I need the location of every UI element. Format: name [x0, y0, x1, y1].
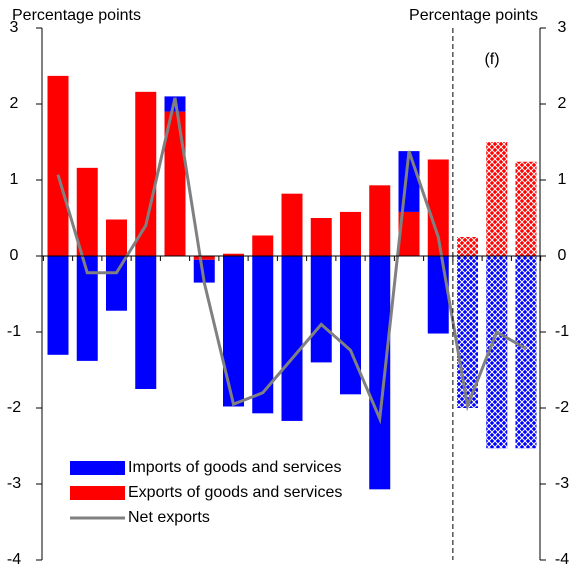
- y-tick-label: -2: [7, 399, 21, 416]
- bar: [164, 111, 186, 256]
- bar: [252, 256, 274, 414]
- bar: [76, 256, 98, 361]
- bar-hatch: [515, 161, 537, 256]
- bar: [135, 91, 157, 256]
- legend-label: Exports of goods and services: [128, 484, 342, 501]
- y-tick-label: 2: [10, 95, 19, 112]
- y2-tick-label: 3: [558, 19, 567, 36]
- legend-label: Net exports: [128, 509, 210, 526]
- y-tick-label: -4: [7, 551, 21, 568]
- y-tick-label: 1: [10, 171, 19, 188]
- y-tick-label: 3: [10, 19, 19, 36]
- bar: [340, 211, 361, 256]
- y-axis-label: Percentage points: [12, 7, 141, 24]
- bar: [427, 159, 449, 256]
- bar: [252, 235, 274, 256]
- y2-tick-label: -3: [555, 475, 569, 492]
- bar: [310, 256, 332, 363]
- bar: [106, 219, 127, 256]
- y2-tick-label: 1: [558, 171, 567, 188]
- bar: [193, 259, 215, 283]
- bar: [223, 256, 244, 407]
- y2-tick-label: 2: [558, 95, 567, 112]
- y2-tick-label: 0: [558, 247, 567, 264]
- bar: [369, 256, 391, 490]
- bar: [47, 256, 69, 355]
- annotation: (f): [484, 51, 499, 68]
- bar: [193, 256, 215, 260]
- bar-hatch: [515, 256, 537, 449]
- bar: [223, 253, 244, 256]
- bar: [398, 211, 420, 256]
- bar: [76, 167, 98, 256]
- y2-tick-label: -4: [555, 551, 569, 568]
- y-tick-label: -3: [7, 475, 21, 492]
- y-tick-label: 0: [10, 247, 19, 264]
- bar: [340, 256, 361, 395]
- y2-tick-label: -2: [555, 399, 569, 416]
- y2-axis-label: Percentage points: [409, 7, 538, 24]
- legend-label: Imports of goods and services: [128, 459, 341, 476]
- bar-hatch: [486, 142, 508, 256]
- legend-swatch: [70, 486, 125, 500]
- line: [56, 97, 527, 425]
- bar: [135, 256, 157, 389]
- bar: [310, 218, 332, 256]
- bar: [369, 185, 391, 256]
- bar: [47, 75, 69, 256]
- bar: [427, 256, 449, 334]
- bar: [281, 256, 303, 421]
- y-tick-label: -1: [7, 323, 21, 340]
- bar: [106, 256, 127, 311]
- bar-hatch: [486, 256, 508, 449]
- legend-swatch: [70, 461, 125, 475]
- y2-tick-label: -1: [555, 323, 569, 340]
- bar-hatch: [457, 237, 478, 256]
- bar: [281, 193, 303, 256]
